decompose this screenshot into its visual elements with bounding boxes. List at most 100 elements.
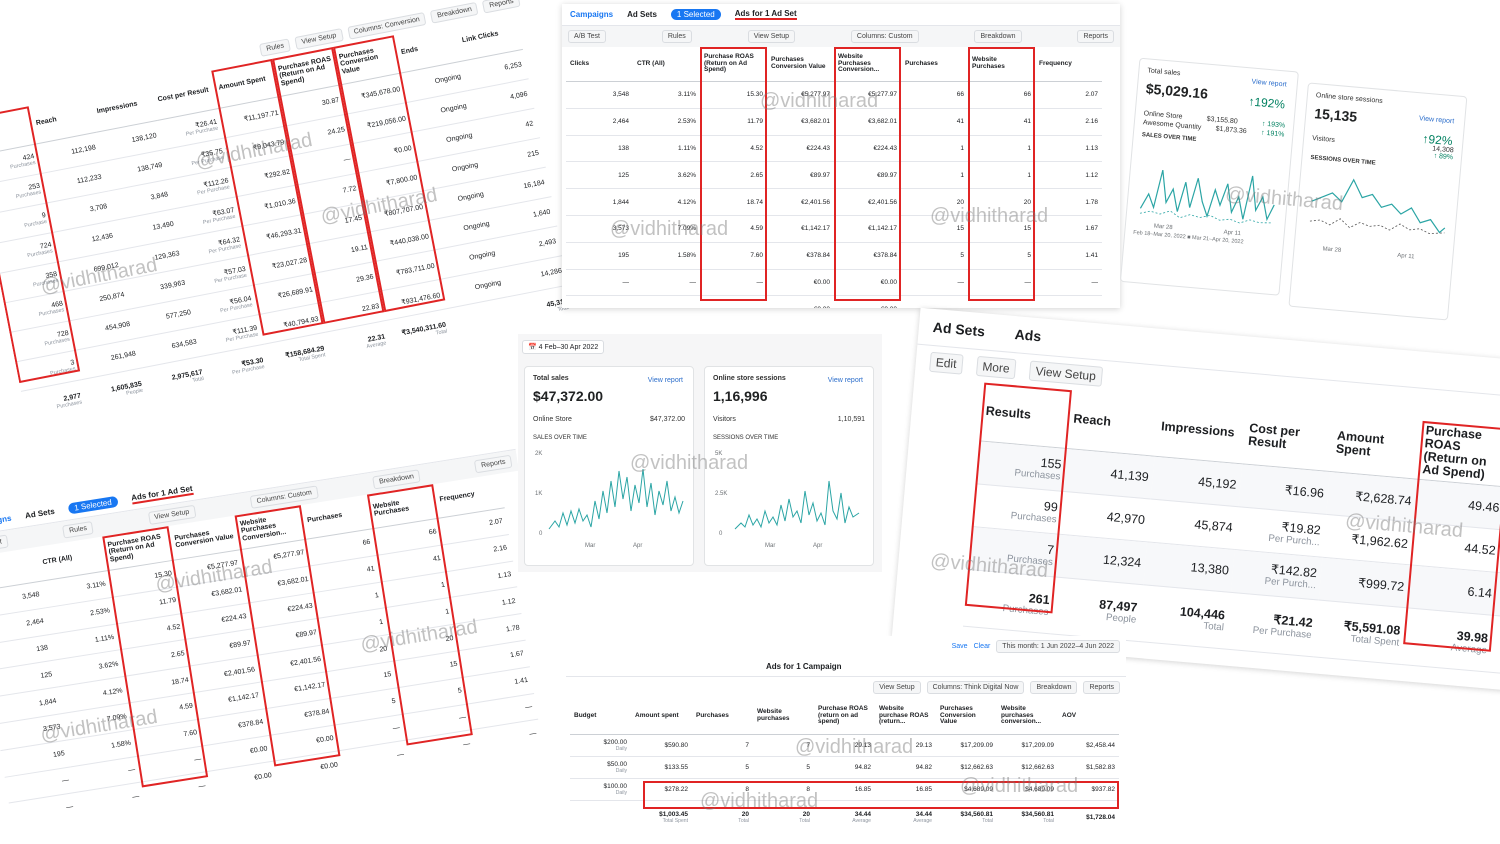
toolbar-button[interactable]: Breakdown: [1030, 681, 1078, 694]
total-cell: $34,560.81 Total: [997, 801, 1058, 832]
value: 1.12: [1085, 171, 1098, 179]
value: €3,682.01: [868, 118, 897, 126]
value: —: [400, 775, 409, 784]
sessions-value: 1,16,996: [713, 388, 768, 404]
toolbar: View Setup Columns: Think Digital Now Brea…: [566, 677, 1126, 698]
value: 8: [745, 786, 749, 793]
value: 339,963: [159, 279, 186, 292]
value: €89.97: [295, 629, 318, 640]
column-header: Purchases: [901, 47, 968, 82]
view-report[interactable]: View report: [827, 377, 863, 384]
value: 15: [1023, 225, 1031, 233]
value: 1,10,591: [837, 416, 865, 423]
axis-label: 2.5K: [715, 491, 727, 497]
total-cell: 34.44 Average: [875, 801, 936, 832]
toolbar-button[interactable]: View Setup: [747, 30, 795, 43]
date-range[interactable]: This month: 1 Jun 2022–4 Jun 2022: [996, 640, 1120, 653]
toolbar-button[interactable]: Columns: Think Digital Now: [926, 681, 1025, 694]
value: —: [1024, 278, 1032, 286]
toolbar-button[interactable]: More: [975, 355, 1017, 380]
table-cell: €89.97: [767, 162, 834, 190]
value: 1: [374, 592, 380, 600]
tab[interactable]: Campaigns: [0, 513, 13, 530]
value: 112,233: [76, 173, 103, 186]
value: ₹1,010.36: [263, 197, 297, 211]
table-cell: —: [1035, 270, 1102, 297]
value: 3.62%: [98, 660, 119, 671]
table-cell: €3,682.01: [834, 109, 901, 136]
toolbar-button[interactable]: View Setup: [873, 681, 921, 694]
toolbar-button[interactable]: Reports: [1077, 30, 1114, 43]
table-cell: 20: [901, 189, 968, 216]
toolbar-button[interactable]: Reports: [1083, 681, 1120, 694]
clear-button[interactable]: Clear: [973, 643, 991, 650]
selected-pill[interactable]: 1 Selected: [670, 9, 721, 20]
axis-label: 0: [719, 531, 723, 537]
tab[interactable]: Campaigns: [570, 10, 614, 19]
tab[interactable]: Ads for 1 Campaign: [766, 662, 842, 671]
value: €1,142.17: [293, 681, 326, 694]
value: —: [623, 306, 630, 308]
toolbar-button[interactable]: Columns: Custom: [850, 30, 919, 43]
value: 29.36: [355, 273, 375, 284]
toolbar-button[interactable]: Rules: [62, 521, 94, 539]
value: €378.84: [873, 252, 898, 260]
value: 20: [445, 634, 454, 643]
table-cell: $17,209.09: [997, 735, 1058, 757]
sales-chart: Mar 28 Apr 11: [1139, 169, 1275, 237]
value: 45,874: [1193, 517, 1234, 535]
value: 7.60: [750, 252, 763, 260]
value: 577,250: [165, 309, 192, 321]
table-cell: €2,401.56: [767, 189, 834, 216]
value: —: [458, 713, 467, 722]
toolbar-button[interactable]: A/B Test: [568, 30, 606, 43]
tab[interactable]: Ads: [1014, 326, 1042, 345]
total-cell: 34.44 Average: [814, 801, 875, 832]
label: Online Store: [533, 416, 572, 423]
value: €0.00: [880, 278, 897, 286]
column-header: AOV: [1058, 698, 1119, 735]
value: —: [65, 803, 74, 812]
value: 1.12: [501, 597, 516, 607]
value: 94.82: [854, 764, 871, 771]
value: 15.30: [154, 570, 173, 581]
toolbar-button[interactable]: Breakdown: [974, 30, 1022, 43]
table-cell: 15.30: [700, 82, 767, 109]
table-cell: $278.22: [631, 779, 692, 801]
toolbar-button[interactable]: Edit: [929, 351, 964, 375]
table-cell: ₹999.72: [1318, 557, 1411, 609]
value: 2.65: [170, 649, 186, 660]
table-cell: 44.52: [1410, 522, 1500, 574]
selected-pill[interactable]: 1 Selected: [67, 495, 119, 515]
column-header: Clicks: [566, 47, 633, 82]
total-cell: 261 Purchases: [962, 569, 1056, 635]
tab[interactable]: Ads for 1 Ad Set: [734, 9, 797, 20]
tab[interactable]: Ad Sets: [627, 10, 657, 19]
value: $4,689.09: [1025, 786, 1054, 793]
table-cell: 125: [566, 162, 633, 190]
save-button[interactable]: Save: [951, 643, 968, 650]
toolbar-button[interactable]: Rules: [661, 30, 692, 43]
axis-label: Apr: [633, 543, 642, 549]
total-cell: 2.48 Per Person: [476, 746, 548, 786]
value: 18.74: [170, 676, 190, 687]
sub-label: Purchases: [38, 307, 65, 319]
toolbar-button[interactable]: Rules: [259, 38, 292, 57]
sub-label: Daily: [615, 790, 627, 796]
table-cell: 29.13: [875, 735, 936, 757]
value: ₹11,197.71: [243, 109, 280, 123]
table-cell: $12,662.63: [997, 757, 1058, 779]
toolbar-button[interactable]: Reports: [474, 454, 513, 474]
toolbar-button[interactable]: View Setup: [1028, 360, 1103, 387]
axis-label: Apr: [813, 543, 822, 549]
value: 4.12%: [677, 198, 696, 206]
value: $1,582.83: [1086, 764, 1115, 771]
view-report[interactable]: View report: [647, 377, 683, 384]
tab[interactable]: Ad Sets: [24, 506, 56, 521]
date-button[interactable]: 📅 4 Feb–30 Apr 2022: [522, 340, 605, 354]
sub-label: Purchases: [9, 159, 37, 171]
tab[interactable]: Ad Sets: [932, 318, 986, 340]
value: 5: [1027, 252, 1031, 260]
